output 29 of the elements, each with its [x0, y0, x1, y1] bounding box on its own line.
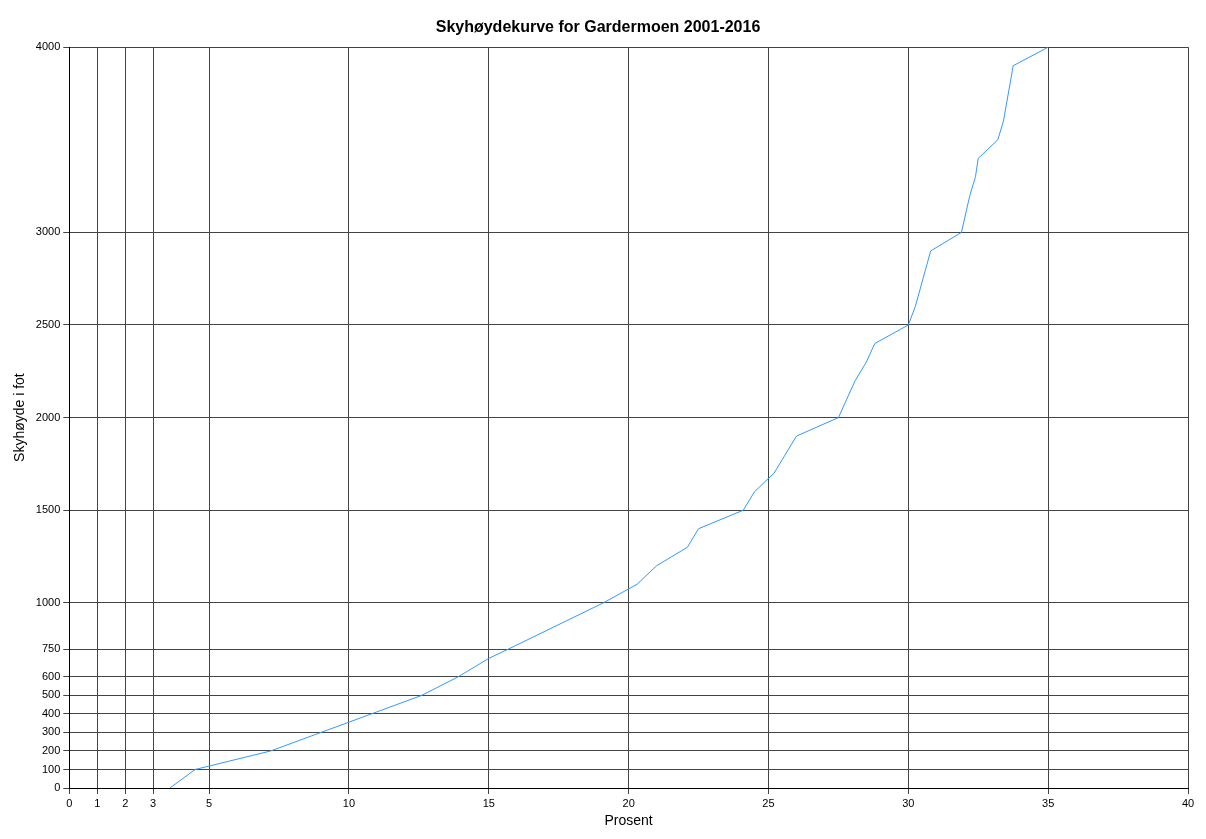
y-tick-label: 500	[41, 688, 61, 701]
x-tick-label: 35	[1042, 796, 1055, 809]
y-tick-label: 400	[41, 706, 61, 719]
y-tick-label: 2000	[35, 410, 61, 423]
y-tick-label: 200	[41, 743, 61, 756]
x-tick-label: 1	[94, 796, 101, 809]
x-tick-label: 20	[622, 796, 635, 809]
y-tick-label: 750	[41, 642, 61, 655]
x-tick-label: 0	[66, 796, 73, 809]
x-tick-label: 25	[762, 796, 775, 809]
y-tick-label: 1000	[35, 595, 61, 608]
x-tick-label: 30	[902, 796, 915, 809]
y-tick-label: 1500	[35, 503, 61, 516]
x-axis-title: Prosent	[604, 812, 653, 829]
y-tick-label: 3000	[35, 225, 61, 238]
y-tick-label: 300	[41, 725, 61, 738]
x-tick-label: 3	[150, 796, 157, 809]
y-tick-label: 100	[41, 762, 61, 775]
x-tick-label: 15	[482, 796, 495, 809]
y-tick-label: 2500	[35, 318, 61, 331]
x-tick-label: 2	[122, 796, 129, 809]
y-tick-label: 0	[54, 781, 61, 794]
x-tick-label: 40	[1181, 796, 1195, 809]
chart-title: Skyhøydekurve for Gardermoen 2001-2016	[435, 18, 761, 36]
x-tick-label: 5	[206, 796, 213, 809]
y-tick-label: 4000	[35, 40, 61, 53]
y-axis-title: Skyhøyde i fot	[11, 373, 28, 462]
y-tick-label: 600	[41, 669, 61, 682]
x-tick-label: 10	[342, 796, 356, 809]
